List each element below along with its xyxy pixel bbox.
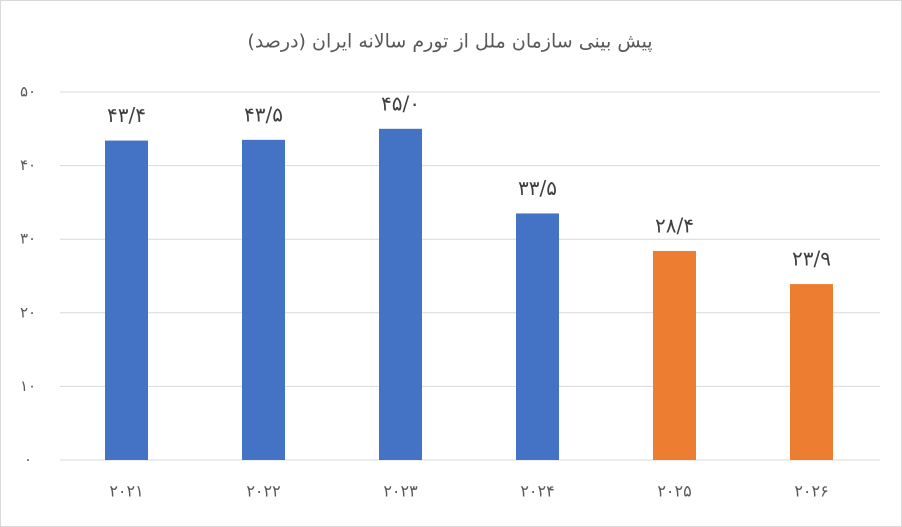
- x-tick-label: ۲۰۲۲: [246, 482, 280, 501]
- y-tick-label: ۱۰: [20, 377, 36, 395]
- chart-title: پیش بینی سازمان ملل از تورم سالانه ایران…: [247, 31, 652, 53]
- bar: [653, 250, 696, 460]
- data-label: ۲۸/۴: [655, 213, 694, 237]
- y-tick-label: ۴۰: [20, 156, 36, 174]
- bar: [105, 140, 148, 461]
- x-tick-label: ۲۰۲۶: [794, 482, 828, 501]
- data-label: ۴۳/۵: [244, 102, 283, 126]
- x-tick-label: ۲۰۲۱: [109, 482, 143, 501]
- data-label: ۲۳/۹: [792, 247, 831, 271]
- data-label: ۴۳/۴: [107, 103, 146, 127]
- bar: [790, 284, 833, 460]
- y-tick-label: ۵۰: [20, 83, 36, 101]
- y-tick-label: ۰: [24, 451, 32, 469]
- x-tick-label: ۲۰۲۳: [383, 482, 418, 501]
- x-tick-label: ۲۰۲۴: [520, 482, 554, 501]
- data-label: ۴۵/۰: [381, 91, 420, 115]
- data-label: ۳۳/۵: [518, 176, 557, 200]
- bar: [379, 128, 422, 461]
- bar: [242, 139, 285, 460]
- y-tick-label: ۲۰: [20, 303, 36, 321]
- y-tick-label: ۳۰: [20, 230, 36, 248]
- bar: [516, 213, 559, 460]
- x-tick-label: ۲۰۲۵: [657, 482, 691, 501]
